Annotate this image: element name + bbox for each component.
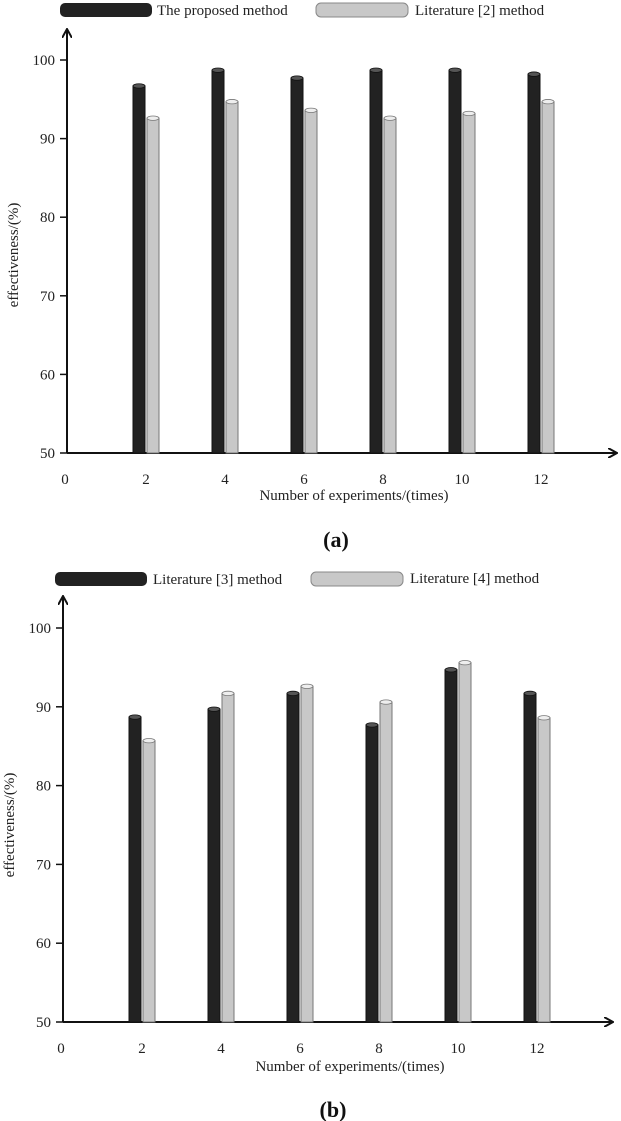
bar-series2-10	[458, 662, 472, 1023]
bar-series2-10	[462, 112, 476, 454]
y-ticks-b: 50 60 70 80 90 100	[29, 621, 63, 1031]
bar-series1-2	[132, 85, 146, 454]
legend-label-literature-2: Literature [2] method	[415, 3, 545, 19]
x-tick-label: 10	[451, 1041, 466, 1057]
panel-label-a: (a)	[323, 527, 349, 552]
legend-b: Literature [3] method Literature [4] met…	[55, 571, 540, 588]
bar-cap-series1-2	[128, 714, 142, 720]
y-tick-label: 70	[40, 289, 55, 305]
bar-cap-series2-10	[462, 110, 476, 117]
bar-series2-2	[142, 740, 156, 1023]
bar-series1-2	[128, 716, 142, 1023]
bar-series1-6	[286, 692, 300, 1023]
y-tick-label: 60	[36, 936, 51, 952]
y-ticks-a: 50 60 70 80 90 100	[33, 53, 67, 462]
bar-cap-series2-6	[304, 107, 318, 113]
bar-series1-10	[444, 669, 458, 1023]
x-tick-label: 2	[142, 472, 150, 488]
bar-cap-series1-10	[448, 67, 462, 73]
bar-cap-series2-8	[383, 115, 397, 121]
bar-series2-8	[379, 701, 393, 1023]
bar-cap-series2-10	[458, 660, 472, 666]
bar-series1-12	[527, 73, 541, 454]
x-tick-label: 2	[138, 1041, 146, 1057]
x-tick-label: 12	[534, 472, 549, 488]
x-tick-label: 10	[455, 472, 470, 488]
bar-series2-6	[304, 109, 318, 454]
x-origin-label: 0	[57, 1041, 65, 1057]
y-tick-label: 90	[40, 132, 55, 148]
y-axis-label-b: effectiveness/(%)	[2, 773, 18, 878]
bar-cap-series1-2	[132, 83, 146, 89]
x-tick-label: 6	[300, 472, 308, 488]
bar-cap-series1-12	[527, 71, 541, 77]
legend-swatch-literature-2	[315, 2, 409, 18]
legend-swatch-proposed	[60, 3, 152, 17]
chart-a: The proposed method Literature [2] metho…	[6, 2, 616, 552]
bar-series2-4	[225, 101, 239, 454]
bar-series1-12	[523, 692, 537, 1023]
legend-a: The proposed method Literature [2] metho…	[60, 2, 545, 19]
x-ticks-a: 0 2 4 6 8 10 12	[61, 472, 548, 488]
bar-series1-10	[448, 69, 462, 454]
y-tick-label: 60	[40, 367, 55, 383]
x-tick-label: 8	[375, 1041, 383, 1057]
bar-cap-series2-2	[146, 115, 160, 121]
y-tick-label: 50	[40, 446, 55, 462]
bar-cap-series1-4	[211, 67, 225, 73]
legend-swatch-literature-3	[55, 572, 147, 586]
bar-cap-series1-10	[444, 667, 458, 673]
x-tick-label: 6	[296, 1041, 304, 1057]
bars-a	[132, 67, 555, 454]
x-tick-label: 4	[221, 472, 229, 488]
bar-cap-series1-8	[369, 67, 383, 73]
y-tick-label: 100	[33, 53, 56, 69]
x-axis-label-a: Number of experiments/(times)	[259, 488, 448, 504]
chart-b: Literature [3] method Literature [4] met…	[2, 571, 612, 1121]
x-ticks-b: 0 2 4 6 8 10 12	[57, 1041, 544, 1057]
bar-cap-series2-12	[541, 99, 555, 105]
x-tick-label: 12	[530, 1041, 545, 1057]
legend-label-literature-4: Literature [4] method	[410, 571, 540, 587]
x-tick-label: 8	[379, 472, 387, 488]
panel-label-b: (b)	[320, 1097, 347, 1121]
bar-cap-series1-6	[286, 690, 300, 697]
y-tick-label: 50	[36, 1015, 51, 1031]
bar-series2-12	[537, 717, 551, 1023]
bar-series1-8	[369, 69, 383, 454]
bar-cap-series2-12	[537, 715, 551, 721]
bar-series1-4	[207, 708, 221, 1023]
bar-cap-series1-12	[523, 690, 537, 697]
y-axis-label-a: effectiveness/(%)	[6, 203, 22, 308]
bar-series1-8	[365, 724, 379, 1023]
x-tick-label: 4	[217, 1041, 225, 1057]
y-tick-label: 90	[36, 700, 51, 716]
bar-cap-series1-6	[290, 75, 304, 81]
bar-cap-series1-8	[365, 722, 379, 728]
x-origin-label: 0	[61, 472, 69, 488]
bar-series2-12	[541, 101, 555, 454]
bar-cap-series2-4	[225, 99, 239, 105]
bar-cap-series2-2	[142, 738, 156, 744]
bar-series2-4	[221, 692, 235, 1023]
legend-swatch-literature-4	[310, 571, 404, 587]
y-tick-label: 80	[36, 779, 51, 795]
y-tick-label: 80	[40, 210, 55, 226]
bar-cap-series2-6	[300, 683, 314, 689]
bar-cap-series1-4	[207, 706, 221, 712]
bar-series2-6	[300, 685, 314, 1023]
legend-label-literature-3: Literature [3] method	[153, 572, 283, 588]
bar-series2-2	[146, 117, 160, 454]
x-axis-label-b: Number of experiments/(times)	[255, 1059, 444, 1075]
bars-b	[128, 660, 551, 1023]
legend-label-proposed: The proposed method	[157, 3, 288, 19]
bar-cap-series2-8	[379, 699, 393, 705]
bar-series2-8	[383, 117, 397, 454]
y-tick-label: 100	[29, 621, 52, 637]
bar-cap-series2-4	[221, 690, 235, 697]
y-tick-label: 70	[36, 857, 51, 873]
bar-series1-4	[211, 69, 225, 454]
bar-series1-6	[290, 77, 304, 454]
